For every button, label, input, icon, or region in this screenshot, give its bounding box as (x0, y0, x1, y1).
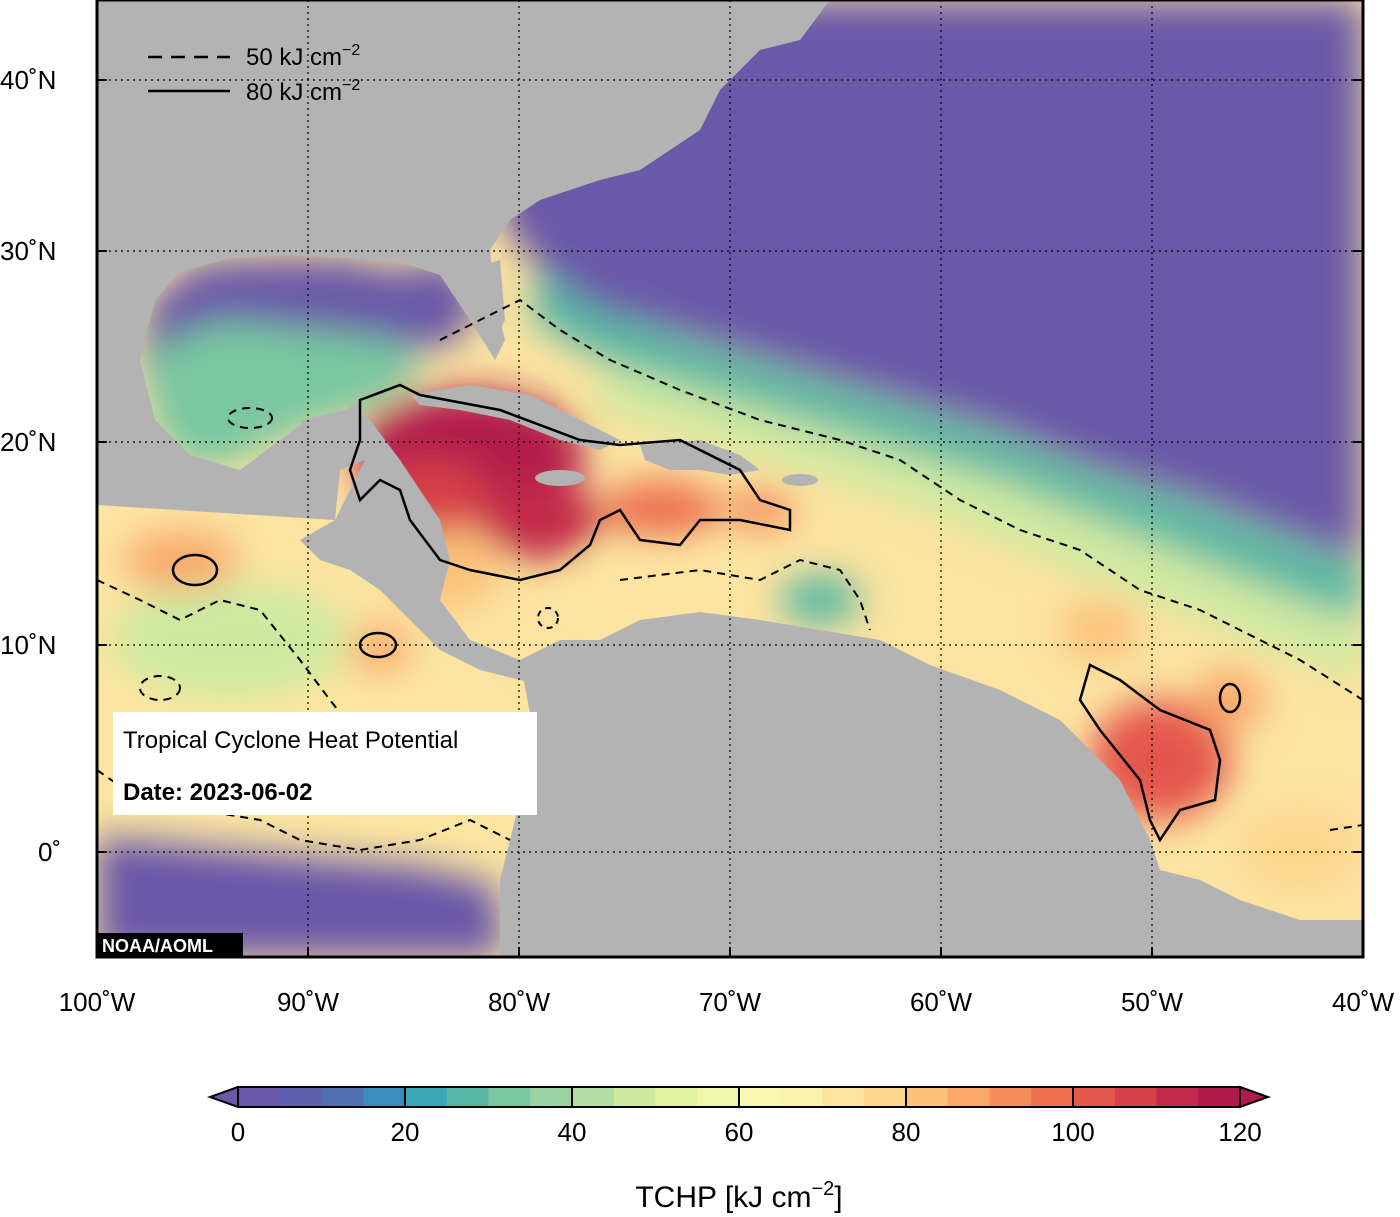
lon-label-40w: 40˚W (1332, 987, 1395, 1017)
colorbar-cells (238, 1087, 1241, 1107)
colorbar-cell (363, 1087, 406, 1107)
map-panel[interactable]: 50 kJ cm−2 80 kJ cm−2 Tropical Cyclone H… (97, 0, 1363, 957)
colorbar-cell (906, 1087, 949, 1107)
lat-tick-labels: 40˚N 30˚N 20˚N 10˚N 0˚ (0, 65, 61, 867)
tick-marks (97, 79, 1363, 957)
lat-label-30n: 30˚N (0, 236, 56, 266)
lat-label-0: 0˚ (38, 837, 61, 867)
colorbar-label-20: 20 (391, 1117, 420, 1147)
colorbar-cell (655, 1087, 698, 1107)
colorbar-cell (613, 1087, 657, 1107)
legend-80-label: 80 kJ cm−2 (246, 77, 360, 106)
colorbar-cell (697, 1087, 740, 1107)
colorbar-min-arrow (207, 1085, 239, 1109)
colorbar-tick-labels: 0 20 40 60 80 100 120 (231, 1117, 1262, 1147)
colorbar-title: TCHP [kJ cm−2] (635, 1178, 842, 1214)
colorbar-label-80: 80 (892, 1117, 921, 1147)
lon-label-80w: 80˚W (488, 987, 551, 1017)
colorbar-cell (238, 1087, 281, 1107)
colorbar-label-40: 40 (558, 1117, 587, 1147)
lon-label-70w: 70˚W (699, 987, 762, 1017)
info-date: Date: 2023-06-02 (123, 779, 312, 806)
colorbar: 0 20 40 60 80 100 120 TCHP [kJ cm−2] (207, 1085, 1271, 1214)
colorbar-cell (780, 1087, 824, 1107)
colorbar-ticks (237, 1087, 1241, 1107)
colorbar-label-120: 120 (1218, 1117, 1261, 1147)
colorbar-cell (739, 1087, 782, 1107)
colorbar-cell (1198, 1087, 1241, 1107)
colorbar-cell (864, 1087, 907, 1107)
lon-label-50w: 50˚W (1121, 987, 1184, 1017)
colorbar-cell (488, 1087, 531, 1107)
lat-label-20n: 20˚N (0, 427, 56, 457)
colorbar-cell (1156, 1087, 1199, 1107)
gridlines (97, 0, 1363, 957)
colorbar-cell (530, 1087, 573, 1107)
colorbar-cell (1073, 1087, 1116, 1107)
info-title: Tropical Cyclone Heat Potential (123, 727, 458, 754)
colorbar-label-60: 60 (725, 1117, 754, 1147)
colorbar-cell (446, 1087, 490, 1107)
lon-tick-labels: 100˚W 90˚W 80˚W 70˚W 60˚W 50˚W 40˚W (59, 987, 1395, 1017)
credit-text: NOAA/AOML (102, 936, 213, 956)
lon-label-60w: 60˚W (910, 987, 973, 1017)
legend-50-label: 50 kJ cm−2 (246, 42, 360, 71)
colorbar-cell (1114, 1087, 1158, 1107)
info-box: Tropical Cyclone Heat Potential Date: 20… (113, 712, 537, 815)
colorbar-max-arrow (1239, 1085, 1271, 1109)
lat-label-10n: 10˚N (0, 630, 56, 660)
colorbar-cell (947, 1087, 991, 1107)
lon-label-90w: 90˚W (277, 987, 340, 1017)
colorbar-cell (321, 1087, 364, 1107)
colorbar-cell (279, 1087, 323, 1107)
colorbar-cell (1031, 1087, 1074, 1107)
credit-badge: NOAA/AOML (97, 933, 243, 957)
lat-label-40n: 40˚N (0, 65, 56, 95)
colorbar-cell (405, 1087, 448, 1107)
colorbar-label-0: 0 (231, 1117, 245, 1147)
colorbar-cell (989, 1087, 1032, 1107)
lon-label-100w: 100˚W (59, 987, 136, 1017)
contour-legend: 50 kJ cm−2 80 kJ cm−2 (148, 42, 360, 106)
colorbar-label-100: 100 (1051, 1117, 1094, 1147)
colorbar-cell (572, 1087, 615, 1107)
colorbar-cell (822, 1087, 865, 1107)
tchp-field (97, 0, 1363, 957)
